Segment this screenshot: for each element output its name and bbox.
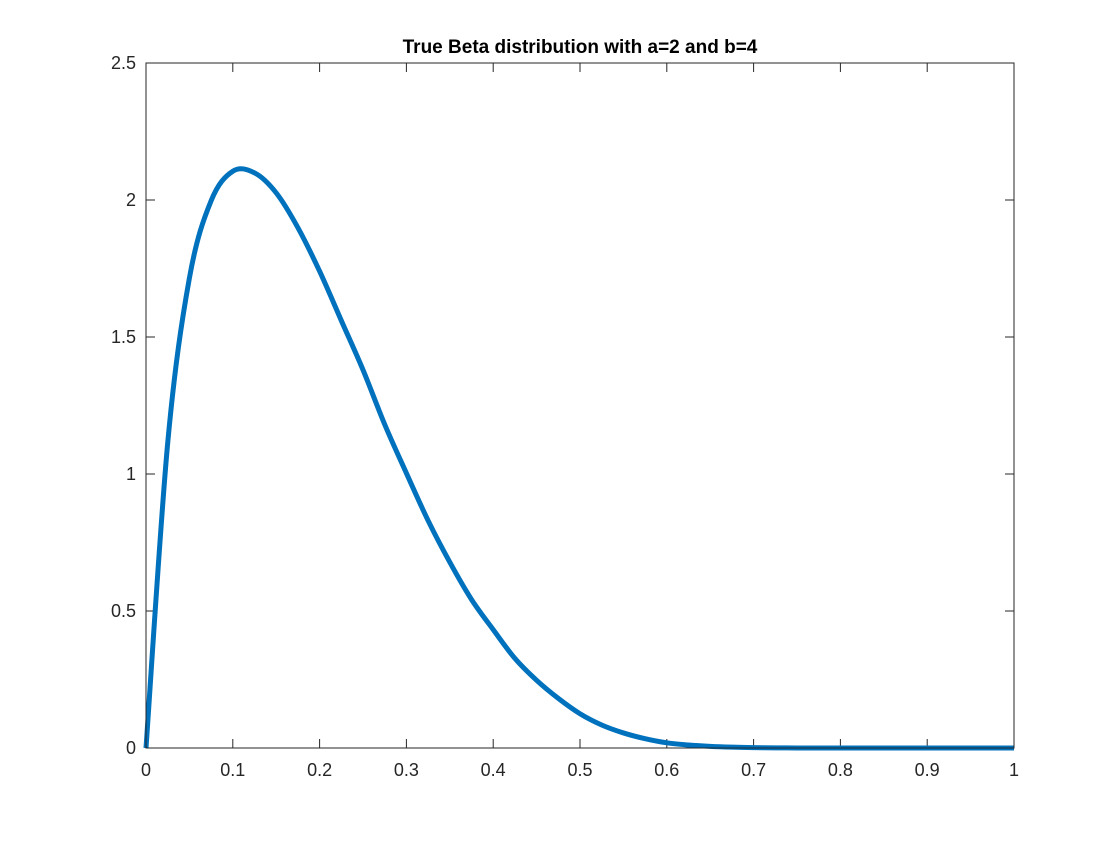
axes-box xyxy=(145,62,1015,749)
plot-area-background xyxy=(146,63,1014,748)
y-tick-label: 2 xyxy=(126,190,136,210)
x-tick-label: 0.6 xyxy=(654,760,679,780)
x-tick-label: 0.3 xyxy=(394,760,419,780)
y-tick-label: 0.5 xyxy=(111,601,136,621)
chart-title: True Beta distribution with a=2 and b=4 xyxy=(403,37,758,58)
x-tick-label: 0.1 xyxy=(220,760,245,780)
y-tick-label: 0 xyxy=(126,738,136,758)
x-tick-label: 1 xyxy=(1009,760,1019,780)
x-tick-label: 0.8 xyxy=(828,760,853,780)
tick-labels-layer: 0 0.1 0.2 0.3 0.4 0.5 0.6 0.7 0.8 0.9 1 0 0.5 1 1.5 2 2.… xyxy=(111,53,1019,780)
x-tick-label: 0.7 xyxy=(741,760,766,780)
y-tick-label: 2.5 xyxy=(111,53,136,73)
x-tick-label: 0 xyxy=(141,760,151,780)
y-tick-label: 1.5 xyxy=(111,327,136,347)
x-tick-label: 0.9 xyxy=(915,760,940,780)
x-tick-label: 0.4 xyxy=(481,760,506,780)
x-tick-label: 0.5 xyxy=(567,760,592,780)
x-tick-label: 0.2 xyxy=(307,760,332,780)
y-tick-label: 1 xyxy=(126,464,136,484)
